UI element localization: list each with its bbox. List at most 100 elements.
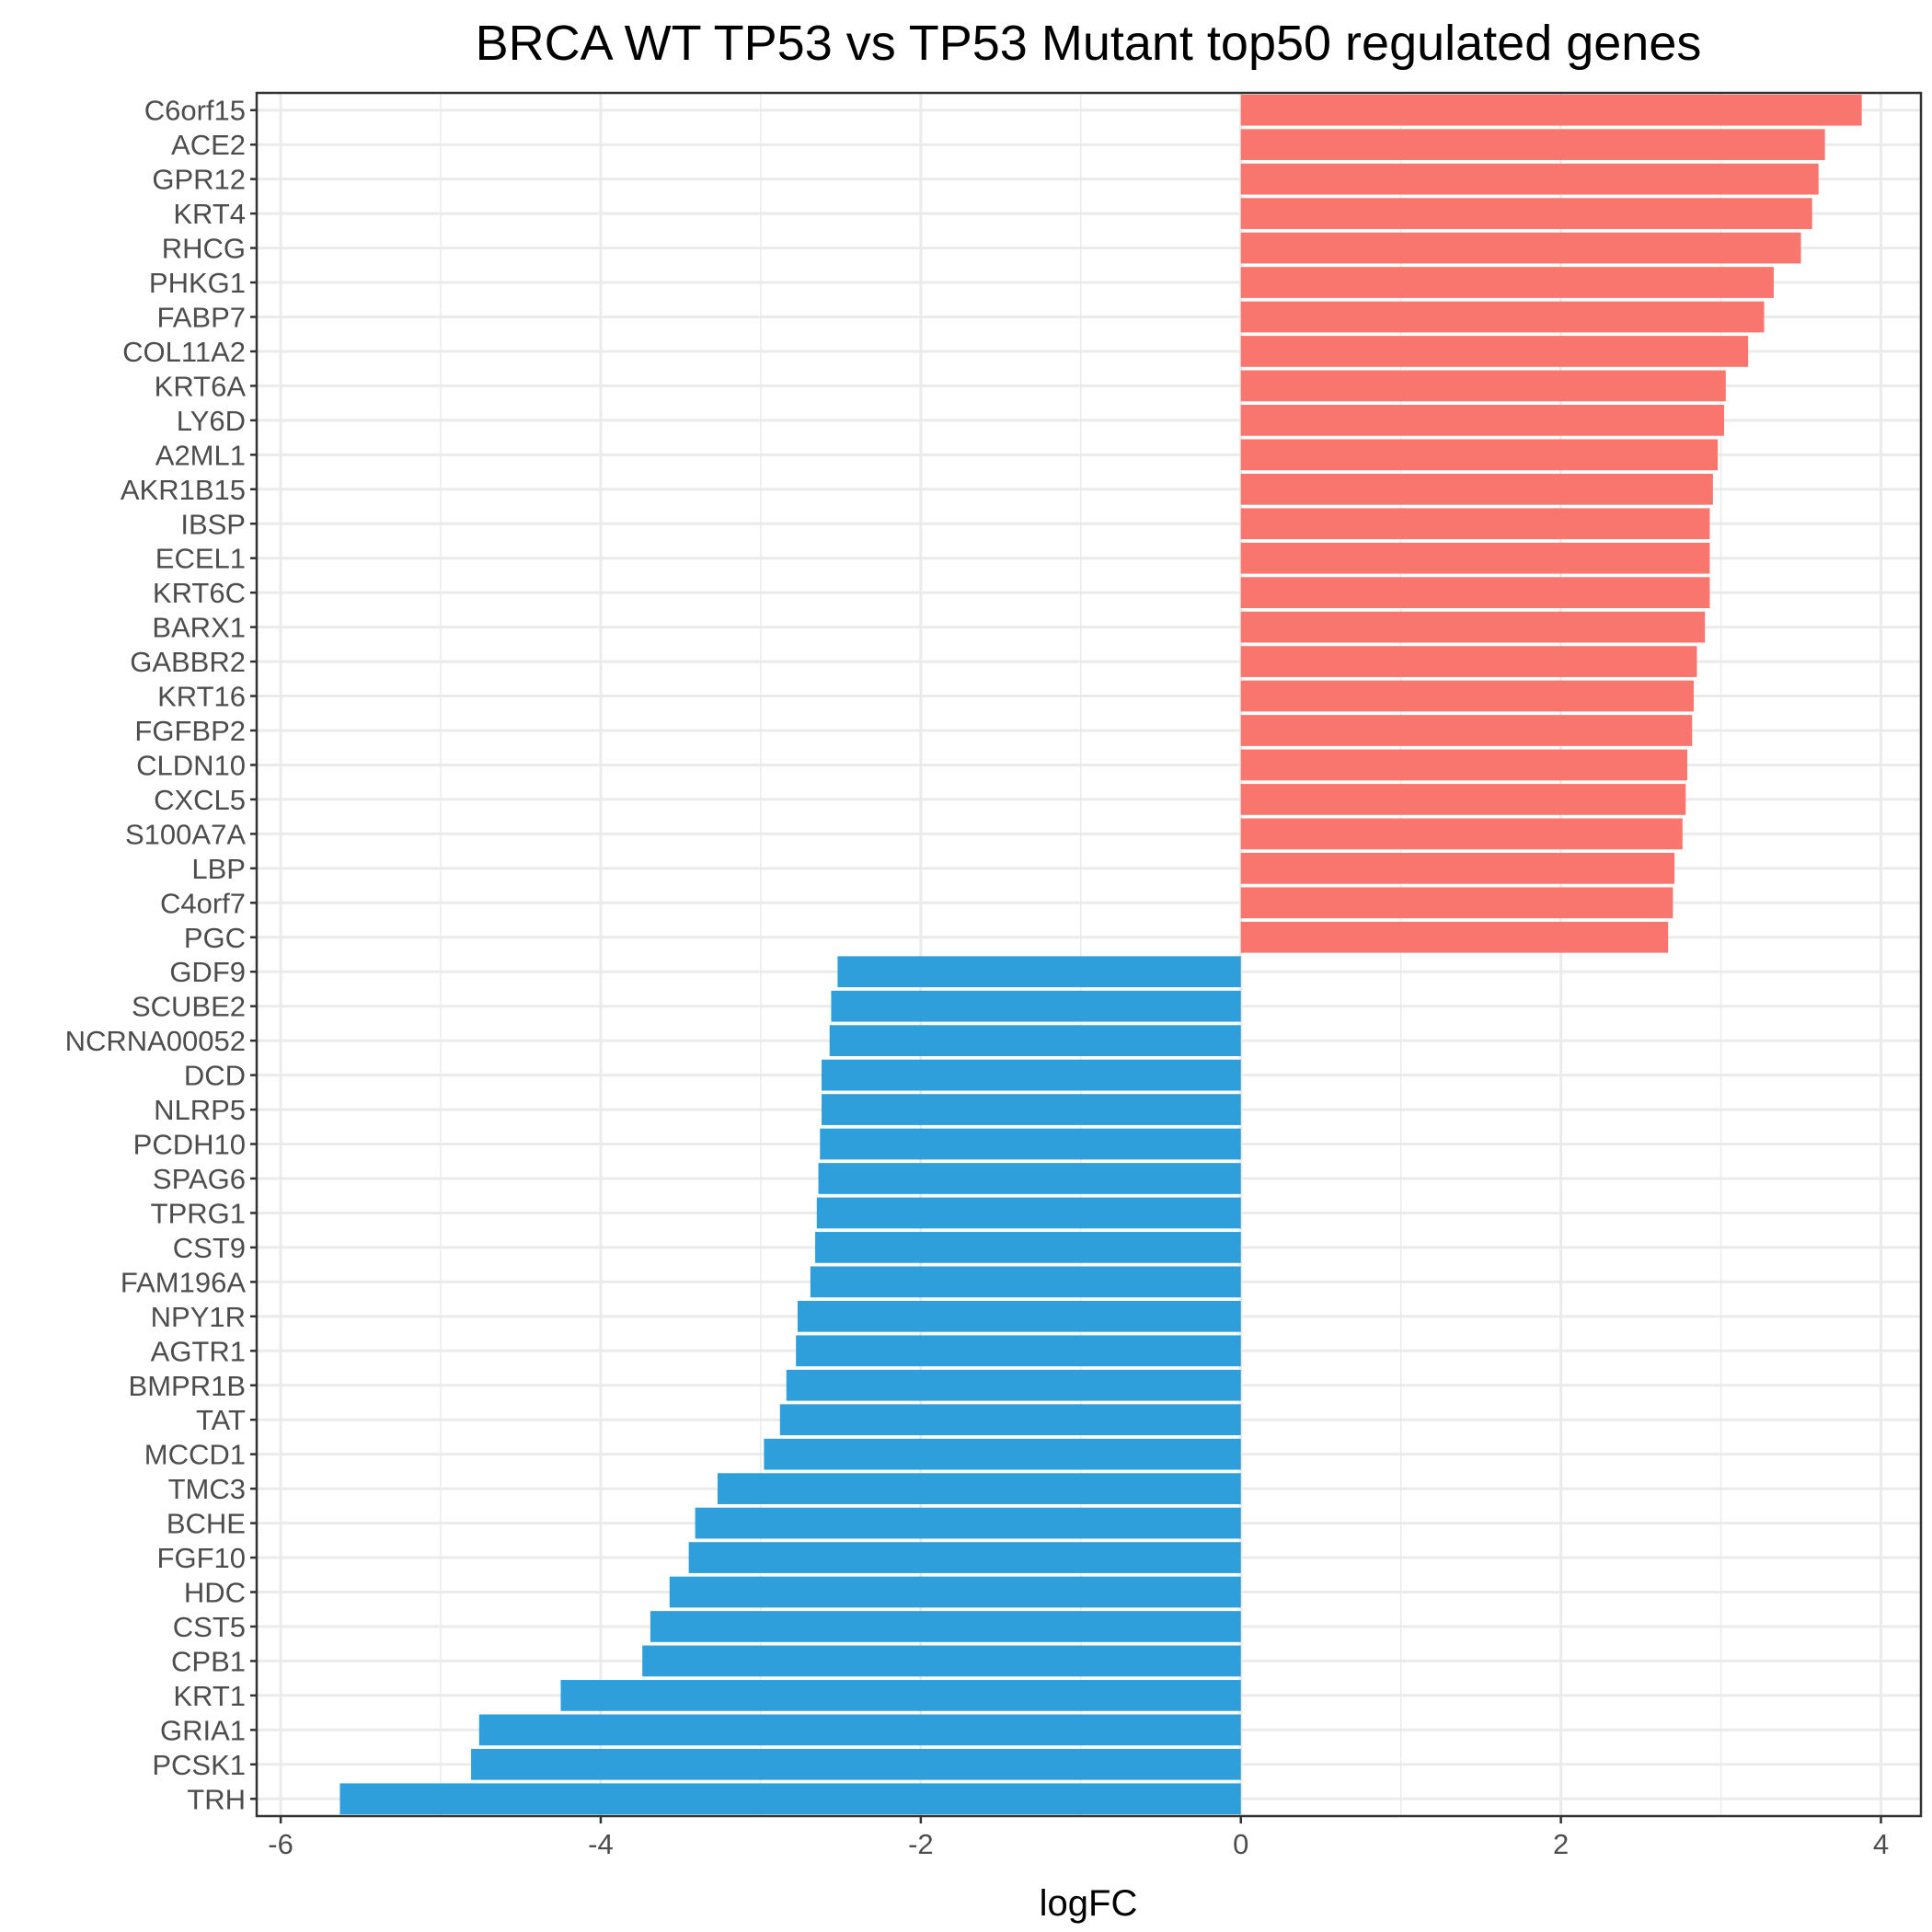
x-tick-label: -2 xyxy=(908,1828,934,1860)
x-tick-label: 4 xyxy=(1873,1828,1889,1860)
y-tick-label: CST9 xyxy=(173,1232,246,1264)
bar-c6orf15 xyxy=(1240,94,1862,126)
y-tick-label: CPB1 xyxy=(171,1645,246,1677)
y-tick-label: BCHE xyxy=(167,1508,246,1540)
y-tick-label: IBSP xyxy=(180,508,246,540)
bar-cst5 xyxy=(650,1611,1241,1642)
bar-hdc xyxy=(669,1576,1241,1608)
y-tick-label: CST5 xyxy=(173,1611,246,1643)
x-axis-title: logFC xyxy=(1040,1883,1138,1924)
y-tick-label: NLRP5 xyxy=(154,1094,246,1126)
bars xyxy=(339,94,1862,1815)
bar-krt6c xyxy=(1240,577,1710,609)
y-tick-label: KRT6A xyxy=(155,370,247,402)
y-tick-label: PHKG1 xyxy=(149,267,246,299)
y-tick-label: FGF10 xyxy=(157,1542,246,1574)
y-tick-label: NPY1R xyxy=(151,1301,246,1333)
bar-ly6d xyxy=(1240,405,1725,436)
bar-bmpr1b xyxy=(786,1369,1241,1401)
bar-phkg1 xyxy=(1240,267,1774,298)
y-tick-label: C6orf15 xyxy=(144,95,246,127)
bar-gabbr2 xyxy=(1240,646,1697,677)
bar-cst9 xyxy=(815,1232,1241,1263)
y-tick-label: BMPR1B xyxy=(129,1370,246,1402)
bar-barx1 xyxy=(1240,611,1706,643)
bar-fabp7 xyxy=(1240,301,1765,333)
y-tick-label: TRH xyxy=(187,1783,246,1815)
y-tick-label: S100A7A xyxy=(125,818,246,850)
y-tick-label: COL11A2 xyxy=(122,336,246,368)
y-tick-label: FABP7 xyxy=(157,301,247,333)
bar-nlrp5 xyxy=(822,1094,1241,1125)
bar-pcsk1 xyxy=(471,1748,1241,1780)
bar-cldn10 xyxy=(1240,749,1688,781)
x-tick-label: 0 xyxy=(1233,1828,1248,1860)
y-tick-label: LY6D xyxy=(177,405,246,437)
bar-pcdh10 xyxy=(820,1128,1241,1160)
y-tick-label: SCUBE2 xyxy=(132,991,246,1023)
y-tick-label: A2ML1 xyxy=(155,439,246,471)
bar-gria1 xyxy=(478,1714,1241,1746)
bar-ecel1 xyxy=(1240,542,1710,574)
y-tick-label: NCRNA00052 xyxy=(65,1025,246,1057)
bar-tat xyxy=(779,1404,1241,1436)
y-axis: C6orf15ACE2GPR12KRT4RHCGPHKG1FABP7COL11A… xyxy=(65,95,257,1815)
bar-ibsp xyxy=(1240,508,1710,540)
y-tick-label: AKR1B15 xyxy=(121,474,246,506)
bar-krt16 xyxy=(1240,680,1695,712)
y-tick-label: BARX1 xyxy=(152,612,246,644)
y-tick-label: PCDH10 xyxy=(133,1129,246,1161)
bar-gpr12 xyxy=(1240,163,1819,195)
bar-trh xyxy=(339,1783,1241,1815)
bar-a2ml1 xyxy=(1240,439,1719,471)
y-tick-label: KRT16 xyxy=(157,681,246,713)
y-tick-label: SPAG6 xyxy=(153,1163,246,1195)
bar-mccd1 xyxy=(764,1438,1241,1470)
y-tick-label: ACE2 xyxy=(171,129,246,161)
x-axis: -6 -4 -2 0 2 4 xyxy=(268,1816,1889,1860)
y-tick-label: FAM196A xyxy=(121,1266,246,1298)
y-tick-label: TMC3 xyxy=(168,1473,246,1505)
bar-spag6 xyxy=(818,1163,1241,1194)
y-tick-label: KRT1 xyxy=(173,1680,246,1712)
y-tick-label: TPRG1 xyxy=(151,1197,246,1229)
bar-gdf9 xyxy=(837,956,1241,988)
bar-krt6a xyxy=(1240,370,1726,402)
y-tick-label: GPR12 xyxy=(152,164,246,196)
y-tick-label: HDC xyxy=(184,1577,246,1609)
bar-pgc xyxy=(1240,921,1669,953)
y-tick-label: PCSK1 xyxy=(152,1749,246,1781)
bar-s100a7a xyxy=(1240,818,1683,850)
x-tick-label: 2 xyxy=(1553,1828,1569,1860)
y-tick-label: CLDN10 xyxy=(136,749,246,781)
bar-lbp xyxy=(1240,852,1675,884)
bar-col11a2 xyxy=(1240,336,1749,367)
bar-ncrna00052 xyxy=(829,1025,1241,1057)
bar-scube2 xyxy=(831,990,1241,1022)
bar-agtr1 xyxy=(796,1335,1241,1367)
chart-title: BRCA WT TP53 vs TP53 Mutant top50 regula… xyxy=(476,16,1702,71)
y-tick-label: ECEL1 xyxy=(155,543,246,575)
y-tick-label: GABBR2 xyxy=(130,646,246,678)
y-tick-label: KRT6C xyxy=(153,577,246,609)
y-tick-label: C4orf7 xyxy=(160,887,246,919)
bar-fgfbp2 xyxy=(1240,715,1693,746)
y-tick-label: TAT xyxy=(196,1404,246,1436)
y-tick-label: GDF9 xyxy=(169,956,246,988)
x-tick-label: -6 xyxy=(268,1828,293,1860)
y-tick-label: AGTR1 xyxy=(151,1335,246,1367)
bar-cpb1 xyxy=(642,1645,1241,1677)
bar-krt1 xyxy=(560,1680,1241,1711)
y-tick-label: DCD xyxy=(184,1060,246,1092)
bar-tprg1 xyxy=(816,1197,1241,1229)
bar-c4orf7 xyxy=(1240,887,1673,919)
y-tick-label: GRIA1 xyxy=(160,1714,246,1746)
bar-krt4 xyxy=(1240,198,1812,229)
y-tick-label: RHCG xyxy=(162,233,246,265)
bar-ace2 xyxy=(1240,129,1825,161)
bar-bche xyxy=(695,1507,1241,1539)
bar-akr1b15 xyxy=(1240,473,1713,505)
bar-dcd xyxy=(822,1059,1241,1091)
bar-tmc3 xyxy=(717,1473,1241,1504)
